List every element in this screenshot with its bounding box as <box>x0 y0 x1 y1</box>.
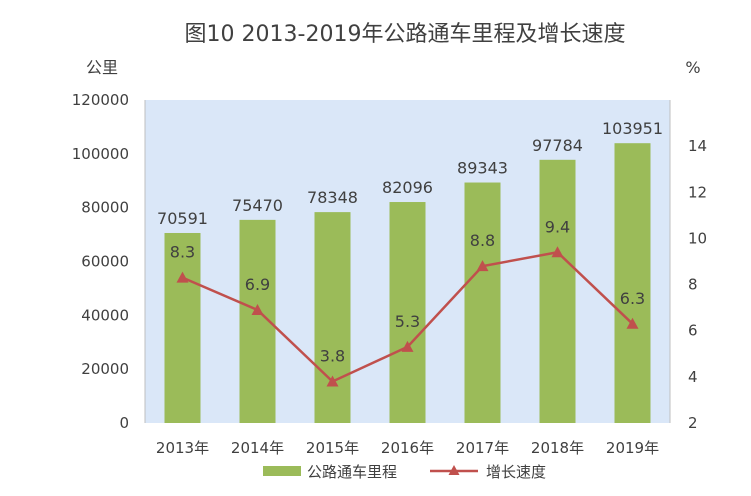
bar <box>164 232 201 423</box>
growth-value-label: 5.3 <box>395 312 420 331</box>
right-tick-label: 10 <box>688 229 707 247</box>
legend: 公路通车里程 增长速度 <box>263 463 546 481</box>
growth-value-label: 6.9 <box>245 275 270 294</box>
left-tick-label: 60000 <box>81 253 129 271</box>
left-tick-label: 40000 <box>81 306 129 324</box>
growth-value-label: 3.8 <box>320 346 345 365</box>
left-tick-label: 100000 <box>72 145 129 163</box>
bar-value-label: 103951 <box>602 119 663 138</box>
x-tick-label: 2019年 <box>606 439 659 457</box>
growth-value-label: 6.3 <box>620 289 645 308</box>
bar <box>464 182 501 423</box>
triangle-marker <box>326 375 339 387</box>
triangle-marker <box>176 271 189 283</box>
left-tick-label: 20000 <box>81 360 129 378</box>
bar <box>314 212 351 423</box>
growth-value-label: 8.8 <box>470 231 495 250</box>
bar-value-label: 97784 <box>532 136 583 155</box>
x-tick-label: 2015年 <box>306 439 359 457</box>
triangle-marker <box>476 260 489 272</box>
growth-data-labels: 8.3 6.9 3.8 5.3 8.8 9.4 6.3 <box>170 217 645 365</box>
bar-value-label: 70591 <box>157 209 208 228</box>
right-tick-label: 4 <box>688 368 698 386</box>
left-axis-ticks: 0 20000 40000 60000 80000 100000 120000 <box>72 91 129 432</box>
x-tick-label: 2018年 <box>531 439 584 457</box>
right-tick-label: 8 <box>688 276 698 294</box>
legend-triangle-marker <box>448 465 460 475</box>
right-tick-label: 6 <box>688 322 698 340</box>
bar <box>614 143 651 424</box>
legend-line-label: 增长速度 <box>486 463 546 481</box>
legend-bar-swatch <box>263 466 301 476</box>
right-axis-ticks: 2 4 6 8 10 12 14 <box>688 137 707 432</box>
x-tick-label: 2014年 <box>231 439 284 457</box>
x-axis-ticks: 2013年 2014年 2015年 2016年 2017年 2018年 2019年 <box>156 439 659 457</box>
legend-bar-label: 公路通车里程 <box>307 463 397 481</box>
x-tick-label: 2013年 <box>156 439 209 457</box>
triangle-marker <box>551 246 564 258</box>
bar <box>389 202 426 423</box>
bar-data-labels: 70591 75470 78348 82096 89343 97784 103951 <box>157 119 663 228</box>
left-tick-label: 80000 <box>81 199 129 217</box>
bar-value-label: 75470 <box>232 196 283 215</box>
chart-title: 图10 2013-2019年公路通车里程及增长速度 <box>185 22 626 47</box>
bar-value-label: 82096 <box>382 178 433 197</box>
left-tick-label: 0 <box>119 414 129 432</box>
triangle-marker <box>626 317 639 329</box>
bar <box>539 159 576 423</box>
triangle-marker <box>251 303 264 315</box>
right-tick-label: 14 <box>688 137 707 155</box>
growth-line <box>176 246 639 387</box>
x-tick-label: 2017年 <box>456 439 509 457</box>
x-tick-label: 2016年 <box>381 439 434 457</box>
right-axis-unit: % <box>685 58 700 77</box>
left-tick-label: 120000 <box>72 91 129 109</box>
right-tick-label: 2 <box>688 414 698 432</box>
left-axis-unit: 公里 <box>86 58 118 77</box>
bar-value-label: 78348 <box>307 188 358 207</box>
growth-value-label: 9.4 <box>545 217 570 236</box>
triangle-marker <box>401 340 414 352</box>
right-tick-label: 12 <box>688 183 707 201</box>
growth-value-label: 8.3 <box>170 243 195 262</box>
bar-value-label: 89343 <box>457 159 508 178</box>
bars <box>164 143 651 424</box>
